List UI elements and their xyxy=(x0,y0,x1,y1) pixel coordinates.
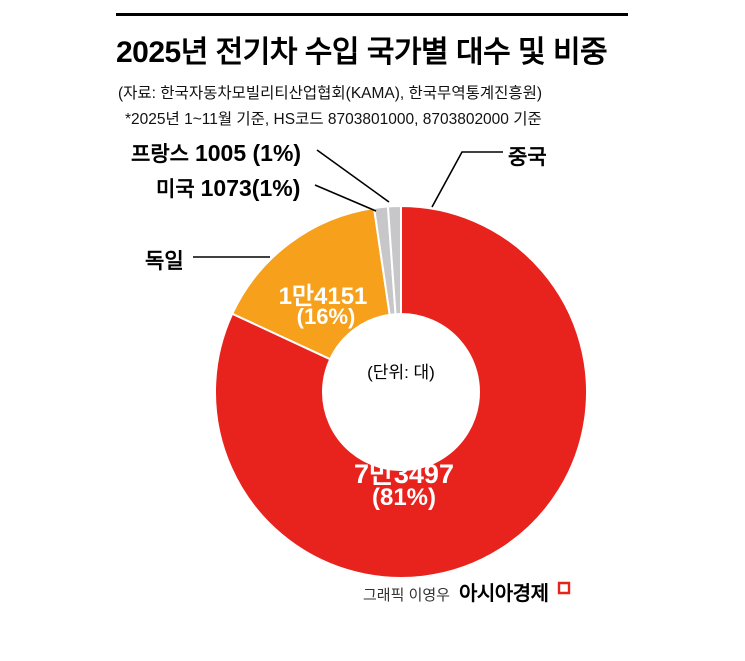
basis-note: *2025년 1~11월 기준, HS코드 8703801000, 870380… xyxy=(125,111,542,128)
slice-value-china: 7만3497 xyxy=(354,459,454,489)
leader-line-usa xyxy=(314,184,377,212)
footer-credit: 그래픽 이영우 아시아경제 xyxy=(363,577,571,606)
pie-slice-germany xyxy=(231,206,391,361)
top-rule xyxy=(116,13,628,16)
country-label-usa: 미국 xyxy=(156,178,195,201)
chart-title: 2025년 전기차 수입 국가별 대수 및 비중 xyxy=(116,36,608,69)
donut-slices xyxy=(214,204,588,579)
slice-percent-germany: (16%) xyxy=(296,304,356,329)
pie-slice-france xyxy=(386,204,402,316)
callout-usa: 미국 1073(1%) xyxy=(156,173,300,203)
callout-china: 중국 xyxy=(508,141,547,171)
slice-value-germany: 1만4151 xyxy=(278,283,368,310)
country-label-germany: 독일 xyxy=(145,250,184,273)
callout-germany: 독일 xyxy=(145,245,184,275)
callout-france: 프랑스 1005 (1%) xyxy=(131,138,301,168)
leader-line-china xyxy=(431,151,503,208)
country-label-china: 중국 xyxy=(508,146,547,169)
pie-slice-china xyxy=(214,205,588,579)
leader-line-france xyxy=(316,149,390,203)
brand-name: 아시아경제 xyxy=(458,583,549,605)
asiae-logo-icon xyxy=(557,581,571,600)
country-value-usa: 1073(1%) xyxy=(200,175,301,201)
unit-label: (단위: 대) xyxy=(367,363,435,382)
slice-percent-china: (81%) xyxy=(371,484,437,511)
graphic-credit: 그래픽 이영우 xyxy=(363,587,450,604)
country-label-france: 프랑스 xyxy=(131,143,189,166)
leader-lines xyxy=(193,149,503,258)
source-note: (자료: 한국자동차모빌리티산업협회(KAMA), 한국무역통계진흥원) xyxy=(118,85,543,102)
country-value-france: 1005 (1%) xyxy=(194,140,302,166)
